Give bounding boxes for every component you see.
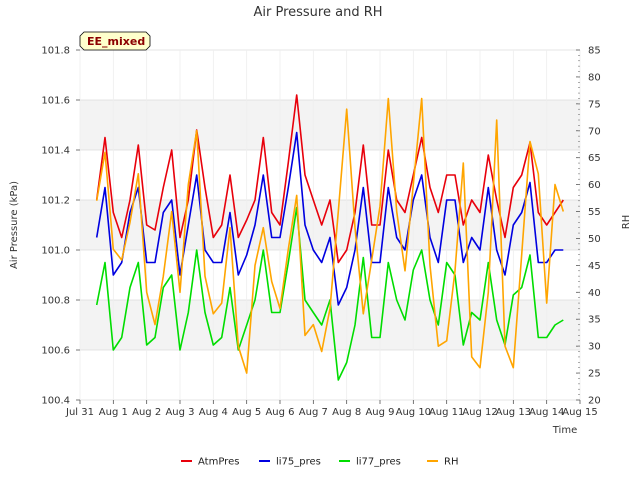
axes: 100.4 100.6 100.8 101.0 101.2 101.4 101.6 101.8… [41,46,600,419]
y2-tick-label: 35 [588,315,601,326]
x-axis-title: Time [552,425,577,436]
legend-label: AtmPres [198,457,239,468]
y2-tick-label: 25 [588,369,601,380]
x-tick-label: Aug 11 [429,407,464,418]
y2-tick-label: 55 [588,207,601,218]
chart-title: Air Pressure and RH [253,5,382,20]
series-line-li75-pres [95,131,564,306]
x-tick-label: Jul 31 [65,407,94,418]
grid-band [80,100,580,150]
y-tick-label: 101.2 [41,196,70,207]
legend: AtmPres li75_pres li77_pres RH [181,457,458,468]
x-tick-label: Aug 1 [99,407,128,418]
y2-tick-label: 80 [588,72,601,83]
legend-label: li77_pres [356,457,401,468]
x-tick-label: Aug 9 [365,407,394,418]
x-tick-label: Aug 15 [562,407,597,418]
y-tick-label: 101.0 [41,246,70,257]
x-tick-label: Aug 12 [462,407,497,418]
x-tick-label: Aug 4 [199,407,228,418]
y-tick-label: 100.6 [41,346,70,357]
y2-tick-label: 75 [588,99,601,110]
badge-label: EE_mixed [87,35,145,48]
y2-tick-label: 45 [588,261,601,272]
legend-label: RH [444,457,458,468]
x-tick-label: Aug 7 [299,407,328,418]
badge-box [79,31,151,51]
x-tick-label: Aug 6 [265,407,294,418]
x-tick-label: Aug 5 [232,407,261,418]
y-tick-label: 101.8 [41,46,70,57]
x-tick-label: Aug 10 [396,407,431,418]
legend-label: li75_pres [276,457,321,468]
y2-tick-label: 30 [588,342,601,353]
x-tick-label: Aug 8 [332,407,361,418]
y2-tick-label: 60 [588,180,601,191]
y-tick-label: 101.6 [41,96,70,107]
y-tick-label: 100.4 [41,396,70,407]
series-lines [95,94,565,381]
y-tick-label: 101.4 [41,146,70,157]
x-tick-label: Aug 3 [165,407,194,418]
y2-tick-label: 20 [588,396,601,407]
y2-tick-label: 70 [588,126,601,137]
x-tick-label: Aug 13 [496,407,531,418]
x-tick-label: Aug 2 [132,407,161,418]
y2-tick-label: 50 [588,234,601,245]
y2-axis-title: RH [621,215,632,229]
y-axis-title: Air Pressure (kPa) [9,181,20,269]
y2-tick-label: 65 [588,153,601,164]
y2-tick-label: 85 [588,46,601,57]
y-tick-label: 100.8 [41,296,70,307]
y2-tick-label: 40 [588,288,601,299]
badge: EE_mixed [79,31,151,51]
series-line-atmpres [95,94,564,264]
x-tick-label: Aug 14 [529,407,564,418]
series-line-rh [95,97,565,374]
